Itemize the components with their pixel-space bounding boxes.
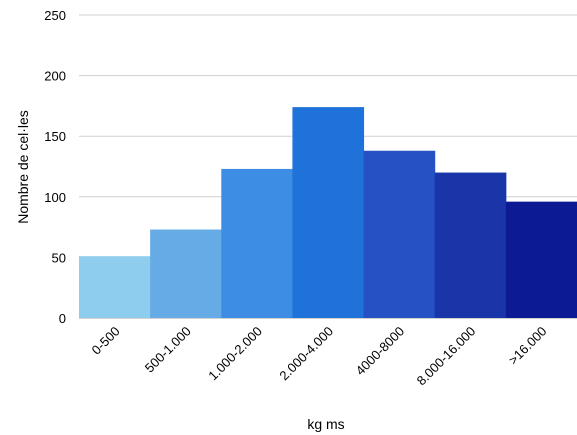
- bar: [434, 172, 507, 318]
- bar: [221, 168, 293, 318]
- bar: [79, 256, 151, 318]
- bar: [363, 150, 436, 318]
- x-tick-label: >16.000: [505, 324, 549, 368]
- x-tick-label: 1.000-2.000: [205, 324, 265, 384]
- x-tick-label: 2.000-4.000: [276, 324, 336, 384]
- y-tick-label: 150: [44, 129, 66, 144]
- bar: [292, 107, 365, 318]
- bar: [150, 229, 222, 318]
- y-tick-label: 0: [59, 311, 66, 326]
- y-tick-label: 200: [44, 69, 66, 84]
- x-tick-label: 0-500: [89, 324, 123, 358]
- x-tick-labels: 0-500 500-1.000 1.000-2.000 2.000-4.000 4000…: [89, 324, 550, 389]
- y-tick-label: 50: [52, 250, 66, 265]
- y-tick-labels: 0 50 100 150 200 250: [44, 8, 66, 326]
- y-tick-label: 100: [44, 190, 66, 205]
- y-tick-label: 250: [44, 8, 66, 23]
- bars: [79, 107, 577, 318]
- x-tick-label: 8.000-16.000: [414, 324, 479, 389]
- bar: [505, 201, 577, 318]
- y-axis-title: Nombre de cel·les: [15, 110, 31, 224]
- x-tick-label: 500-1.000: [142, 324, 194, 376]
- x-tick-label: 4000-8000: [353, 324, 408, 379]
- x-axis-title: kg ms: [307, 416, 344, 432]
